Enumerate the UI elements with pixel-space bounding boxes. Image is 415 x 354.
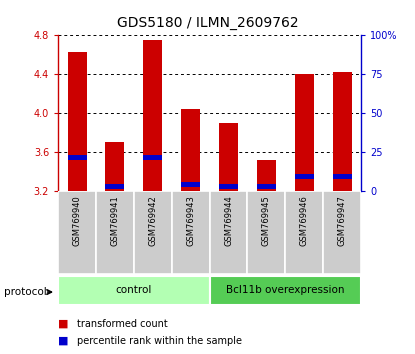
- Bar: [143, 155, 162, 160]
- Bar: [323, 191, 361, 274]
- Bar: [295, 174, 314, 179]
- Bar: [143, 40, 162, 191]
- Bar: [58, 276, 210, 304]
- Bar: [219, 184, 238, 189]
- Bar: [295, 74, 314, 191]
- Bar: [181, 182, 200, 187]
- Bar: [105, 142, 124, 191]
- Text: GDS5180 / ILMN_2609762: GDS5180 / ILMN_2609762: [117, 16, 298, 30]
- Bar: [257, 184, 276, 189]
- Text: transformed count: transformed count: [77, 319, 168, 329]
- Bar: [105, 184, 124, 189]
- Bar: [68, 155, 86, 160]
- Text: GSM769943: GSM769943: [186, 195, 195, 246]
- Text: GSM769942: GSM769942: [148, 195, 157, 246]
- Bar: [210, 276, 361, 304]
- Bar: [172, 191, 210, 274]
- Text: ■: ■: [58, 336, 68, 346]
- Text: GSM769946: GSM769946: [300, 195, 309, 246]
- Bar: [181, 109, 200, 191]
- Text: control: control: [116, 285, 152, 295]
- Bar: [247, 191, 285, 274]
- Text: protocol: protocol: [4, 287, 47, 297]
- Text: GSM769941: GSM769941: [110, 195, 120, 246]
- Text: ■: ■: [58, 319, 68, 329]
- Bar: [333, 174, 352, 179]
- Text: GSM769944: GSM769944: [224, 195, 233, 246]
- Text: percentile rank within the sample: percentile rank within the sample: [77, 336, 242, 346]
- Bar: [134, 191, 172, 274]
- Bar: [68, 52, 86, 191]
- Text: GSM769947: GSM769947: [338, 195, 347, 246]
- Bar: [210, 191, 247, 274]
- Text: GSM769945: GSM769945: [262, 195, 271, 246]
- Bar: [286, 191, 323, 274]
- Bar: [58, 191, 96, 274]
- Text: GSM769940: GSM769940: [73, 195, 81, 246]
- Bar: [333, 72, 352, 191]
- Bar: [96, 191, 134, 274]
- Bar: [219, 123, 238, 191]
- Bar: [257, 160, 276, 191]
- Text: Bcl11b overexpression: Bcl11b overexpression: [226, 285, 344, 295]
